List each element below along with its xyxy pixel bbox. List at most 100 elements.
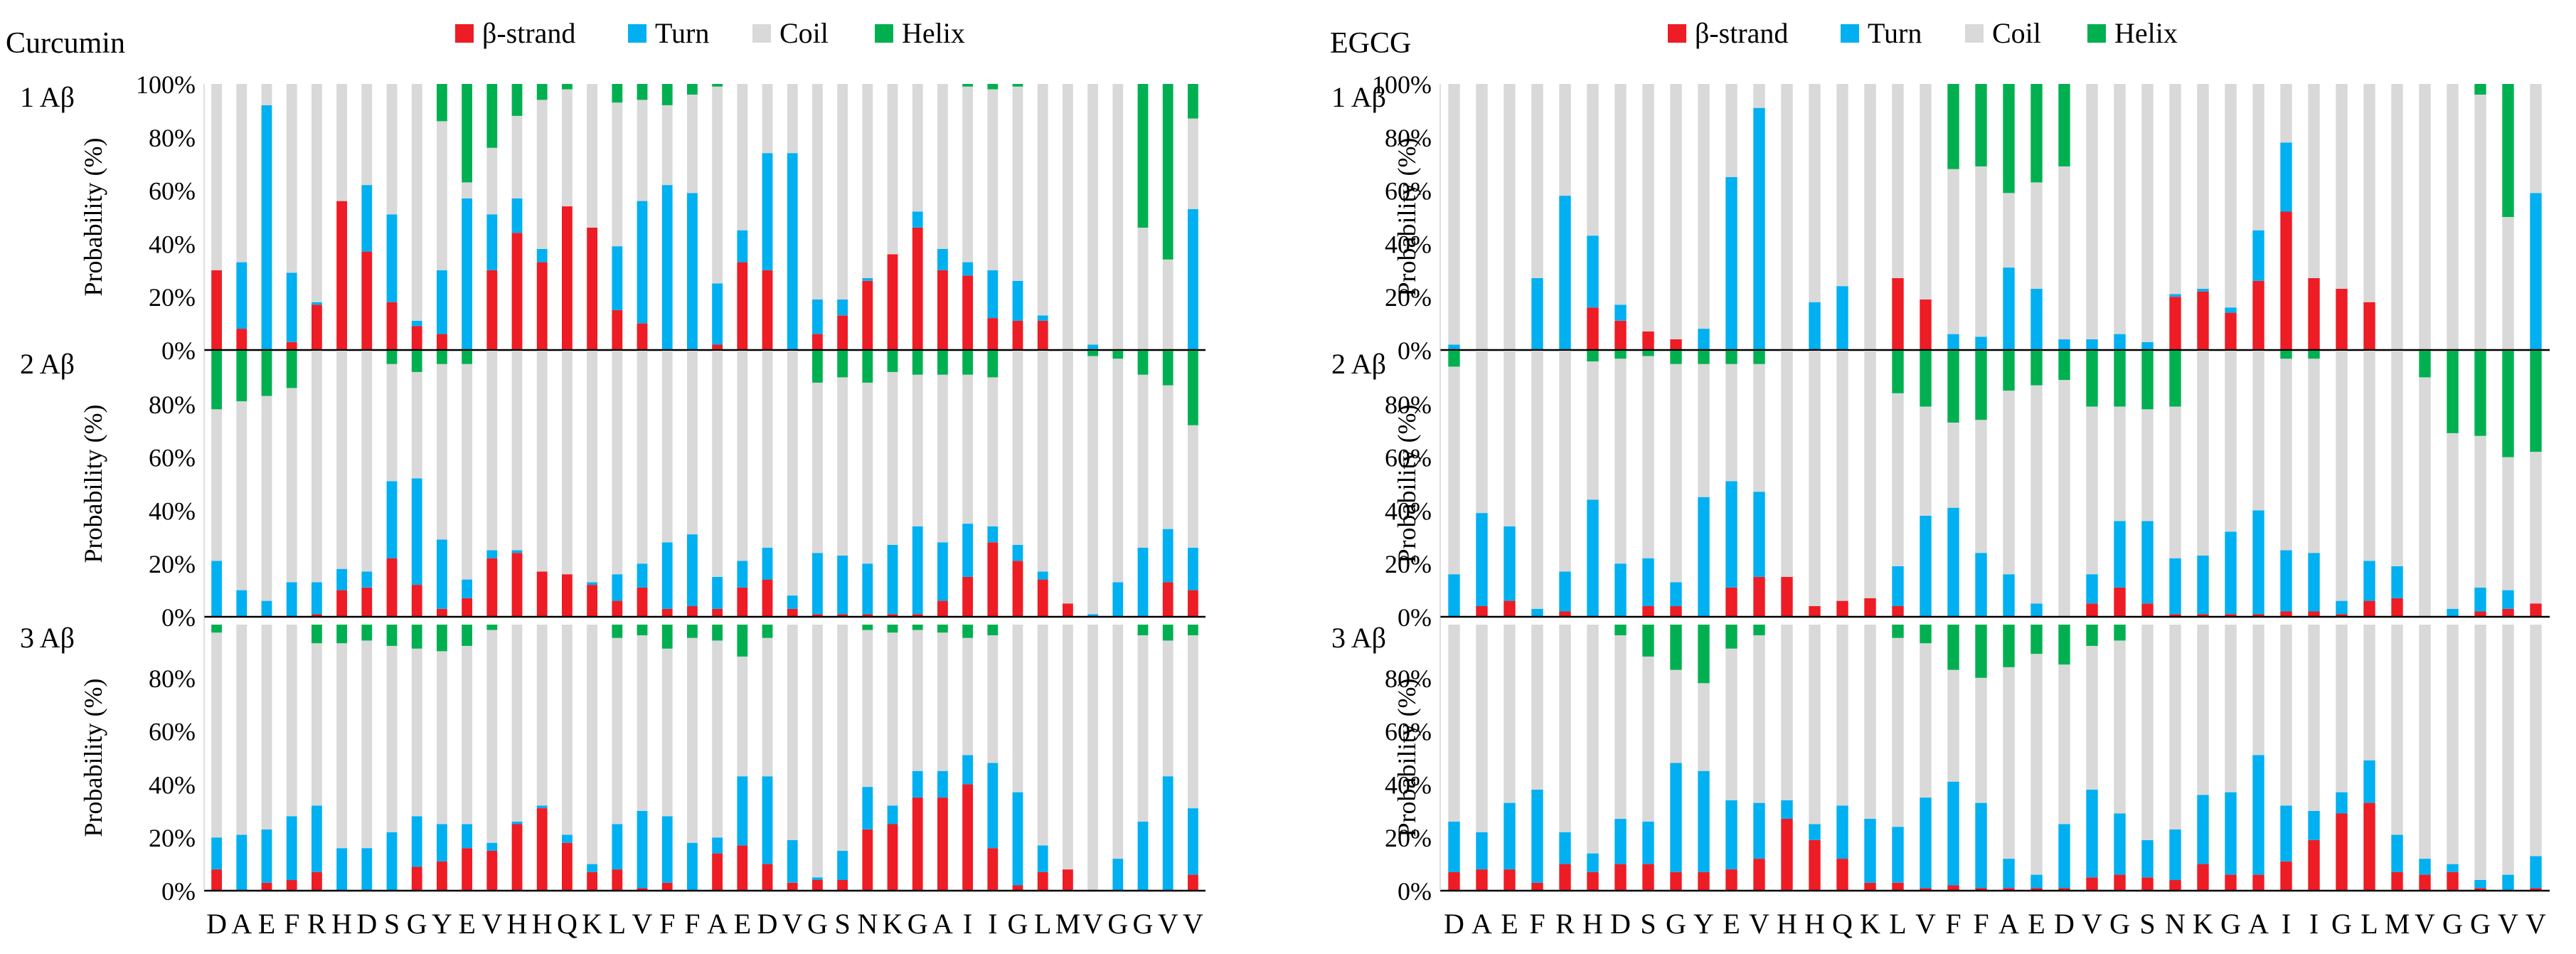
bar-segment-strand bbox=[762, 579, 773, 617]
x-tick-label: H bbox=[1804, 908, 1825, 940]
bar-segment-strand bbox=[462, 598, 472, 617]
bar-segment-strand bbox=[2252, 614, 2264, 617]
bar-segment-strand bbox=[386, 302, 398, 350]
x-tick-label: K bbox=[582, 908, 602, 940]
x-tick-label: A bbox=[1471, 908, 1492, 940]
legend-label-coil: Coil bbox=[1992, 17, 2041, 49]
bar-segment-coil bbox=[1642, 656, 1654, 822]
bar-V bbox=[2419, 625, 2431, 891]
bar-segment-helix bbox=[2419, 351, 2431, 378]
bar-F bbox=[1947, 351, 1959, 617]
bar-segment-coil bbox=[286, 625, 297, 817]
bar-segment-strand bbox=[837, 614, 848, 617]
x-tick-label: D bbox=[356, 908, 377, 940]
bar-segment-turn bbox=[2114, 334, 2126, 350]
bar-segment-helix bbox=[862, 625, 873, 630]
bar-A bbox=[1476, 625, 1488, 891]
bar-segment-helix bbox=[912, 351, 923, 375]
bar-M bbox=[1063, 351, 1073, 617]
bar-segment-helix bbox=[987, 351, 999, 378]
bar-segment-coil bbox=[1448, 625, 1460, 822]
bar-segment-coil bbox=[2169, 625, 2181, 830]
bar-segment-coil bbox=[1531, 351, 1543, 609]
bar-G bbox=[411, 351, 422, 617]
bar-segment-coil bbox=[511, 115, 523, 198]
bar-E bbox=[2031, 625, 2043, 891]
bar-segment-turn bbox=[486, 842, 498, 851]
bar-segment-turn bbox=[787, 839, 798, 883]
bar-Y bbox=[1698, 351, 1710, 617]
bar-L bbox=[1037, 84, 1048, 350]
bar-A bbox=[2003, 351, 2015, 617]
bar-segment-turn bbox=[1087, 344, 1098, 350]
bar-F bbox=[661, 625, 673, 891]
bar-segment-helix bbox=[1112, 351, 1124, 359]
bar-segment-strand bbox=[1531, 882, 1543, 891]
bar-K bbox=[1864, 84, 1876, 350]
bar-segment-coil bbox=[1920, 406, 1932, 516]
bar-segment-turn bbox=[2280, 550, 2292, 612]
bar-segment-coil bbox=[511, 625, 523, 822]
bar-I bbox=[987, 84, 999, 350]
bar-segment-helix bbox=[2086, 351, 2098, 407]
bar-K bbox=[587, 351, 597, 617]
bar-segment-turn bbox=[511, 821, 523, 825]
bar-segment-turn bbox=[1162, 529, 1173, 583]
bar-N bbox=[2169, 625, 2181, 891]
bar-V bbox=[1087, 351, 1098, 617]
bar-segment-coil bbox=[536, 351, 548, 572]
bar-segment-strand bbox=[536, 571, 548, 617]
bar-E bbox=[2031, 351, 2043, 617]
bar-segment-coil bbox=[2363, 84, 2375, 302]
bar-L bbox=[2363, 625, 2375, 891]
bar-segment-strand bbox=[1892, 278, 1904, 350]
bar-V bbox=[1920, 351, 1932, 617]
bar-segment-coil bbox=[2474, 95, 2486, 350]
bar-G bbox=[912, 625, 923, 891]
bar-segment-coil bbox=[987, 89, 999, 270]
bar-segment-helix bbox=[1920, 351, 1932, 407]
bar-segment-turn bbox=[1037, 571, 1048, 580]
bar-E bbox=[1503, 84, 1516, 350]
bar-segment-turn bbox=[361, 848, 373, 891]
bar-segment-coil bbox=[1063, 625, 1073, 870]
bar-segment-turn bbox=[1503, 526, 1516, 601]
bar-segment-turn bbox=[737, 561, 748, 588]
legend-label-helix: Helix bbox=[902, 17, 965, 49]
bar-segment-turn bbox=[1698, 329, 1710, 350]
bar-segment-coil bbox=[762, 637, 773, 777]
bar-segment-coil bbox=[812, 84, 823, 300]
bar-segment-helix bbox=[462, 351, 472, 364]
bar-segment-strand bbox=[2114, 874, 2126, 891]
y-tick-label: 40% bbox=[1385, 230, 1432, 258]
bar-D bbox=[361, 625, 373, 891]
bar-segment-coil bbox=[437, 651, 447, 825]
bar-segment-strand bbox=[2141, 877, 2154, 891]
bar-segment-coil bbox=[2280, 625, 2292, 806]
bar-segment-coil bbox=[411, 648, 422, 817]
bar-segment-coil bbox=[2419, 625, 2431, 859]
bar-segment-helix bbox=[486, 84, 498, 148]
bar-segment-coil bbox=[1781, 351, 1793, 577]
bar-L bbox=[1892, 625, 1904, 891]
y-tick-label: 100% bbox=[1372, 70, 1432, 99]
x-tick-label: G bbox=[407, 908, 427, 940]
bar-segment-turn bbox=[661, 816, 673, 883]
bar-segment-helix bbox=[437, 625, 447, 652]
bar-G bbox=[2225, 351, 2237, 617]
bar-segment-coil bbox=[937, 84, 948, 249]
bar-segment-strand bbox=[2086, 603, 2098, 617]
bar-segment-coil bbox=[712, 86, 723, 284]
x-tick-label: G bbox=[2470, 908, 2491, 940]
bar-segment-turn bbox=[737, 776, 748, 846]
bar-H bbox=[511, 84, 523, 350]
bar-I bbox=[962, 625, 973, 891]
bar-segment-helix bbox=[2308, 351, 2320, 359]
bar-segment-coil bbox=[2252, 84, 2264, 230]
bar-segment-turn bbox=[236, 590, 248, 617]
bar-A bbox=[2252, 84, 2264, 350]
bar-segment-turn bbox=[437, 539, 447, 609]
bar-segment-helix bbox=[687, 625, 698, 638]
bar-segment-turn bbox=[2280, 805, 2292, 862]
